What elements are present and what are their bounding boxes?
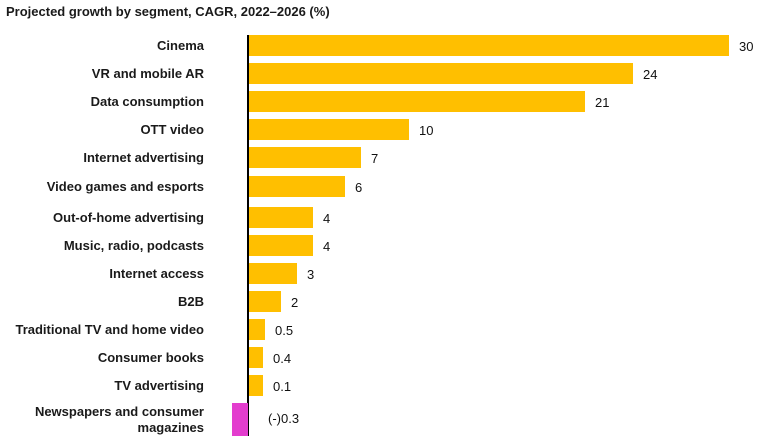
positive-bar	[249, 235, 313, 256]
bar-row: Video games and esports 6	[0, 176, 760, 204]
value-label: (-)0.3	[268, 411, 300, 426]
positive-bar	[249, 375, 263, 396]
chart-title: Projected growth by segment, CAGR, 2022–…	[6, 4, 330, 19]
category-label: Consumer books	[97, 350, 204, 365]
value-label: 4	[323, 211, 331, 226]
category-label: Internet access	[109, 266, 204, 281]
value-label: 0.1	[273, 379, 292, 394]
positive-bar	[249, 91, 585, 112]
category-label: Traditional TV and home video	[15, 322, 204, 337]
bar-row: Consumer books 0.4	[0, 347, 760, 375]
bar-row: VR and mobile AR 24	[0, 63, 760, 91]
category-label: Out-of-home advertising	[53, 210, 204, 225]
value-label: 30	[739, 39, 754, 54]
positive-bar	[249, 147, 361, 168]
positive-bar	[249, 207, 313, 228]
value-label: 3	[307, 267, 315, 282]
value-label: 24	[643, 67, 658, 82]
value-label: 2	[291, 295, 299, 310]
bar-row: Cinema 30	[0, 35, 760, 63]
bar-row: Newspapers and consumer magazines (-)0.3	[0, 403, 760, 436]
category-label: Cinema	[157, 38, 204, 53]
bar-row: Music, radio, podcasts 4	[0, 235, 760, 263]
positive-bar	[249, 176, 345, 197]
category-label: OTT video	[140, 122, 204, 137]
category-label: Data consumption	[90, 94, 204, 109]
category-label: B2B	[177, 294, 204, 309]
category-label: Video games and esports	[46, 179, 204, 194]
value-label: 0.4	[273, 351, 292, 366]
bar-row: TV advertising 0.1	[0, 375, 760, 403]
value-label: 6	[355, 180, 363, 195]
bar-row: OTT video 10	[0, 119, 760, 147]
value-label: 4	[323, 239, 331, 254]
negative-bar	[232, 403, 248, 436]
bar-row: B2B 2	[0, 291, 760, 319]
value-label: 21	[595, 95, 610, 110]
category-label: Newspapers and consumer magazines	[34, 404, 204, 435]
positive-bar	[249, 63, 633, 84]
category-label: TV advertising	[114, 378, 204, 393]
bar-row: Internet advertising 7	[0, 147, 760, 175]
value-label: 7	[371, 151, 379, 166]
value-label: 0.5	[275, 323, 294, 338]
bar-row: Out-of-home advertising 4	[0, 207, 760, 235]
positive-bar	[249, 35, 729, 56]
bar-row: Traditional TV and home video 0.5	[0, 319, 760, 347]
category-label: VR and mobile AR	[91, 66, 204, 81]
value-label: 10	[419, 123, 434, 138]
positive-bar	[249, 319, 265, 340]
y-axis-line	[247, 35, 249, 436]
positive-bar	[249, 347, 263, 368]
category-label: Music, radio, podcasts	[63, 238, 204, 253]
category-label: Internet advertising	[83, 150, 204, 165]
positive-bar	[249, 291, 281, 312]
positive-bar	[249, 119, 409, 140]
positive-bar	[249, 263, 297, 284]
bar-row: Data consumption 21	[0, 91, 760, 119]
bar-row: Internet access 3	[0, 263, 760, 291]
